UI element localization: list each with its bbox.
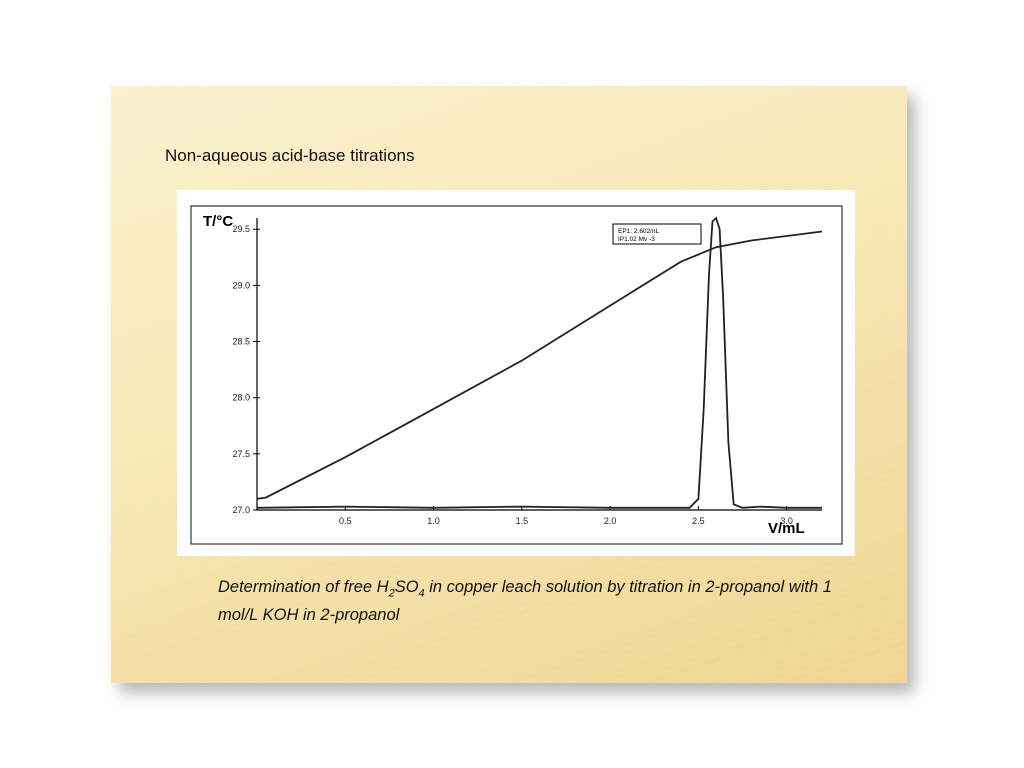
x-tick-label: 0.5	[339, 516, 352, 526]
x-axis-label: V/mL	[768, 520, 805, 537]
endpoint-annotation-line-1: EP1: 2.602mL	[618, 228, 660, 235]
caption-subscript-2: 4	[418, 587, 425, 600]
derivative-peak-curve	[256, 216, 822, 509]
x-tick-label: 1.5	[516, 516, 529, 526]
chart-caption: Determination of free H2SO4 in copper le…	[218, 576, 838, 626]
slide-title: Non-aqueous acid-base titrations	[165, 146, 415, 165]
x-tick-label: 3.0	[780, 516, 793, 526]
y-tick-label: 29.5	[232, 224, 250, 234]
titration-chart: T/°C V/mL 0.5 1.0 1.5 2.0 2.5 3.0 27.0 27.5 28.0…	[190, 205, 843, 545]
y-tick-label: 28.0	[232, 393, 250, 403]
y-tick-label: 27.5	[232, 449, 250, 459]
y-tick-label: 28.5	[232, 337, 250, 347]
caption-text-2: SO	[394, 578, 419, 596]
x-tick-label: 1.0	[427, 516, 440, 526]
slide: Non-aqueous acid-base titrations T/°C V/…	[111, 86, 907, 683]
temperature-curve	[256, 230, 823, 500]
x-tick-label: 2.0	[604, 516, 617, 526]
chart-frame	[190, 205, 843, 545]
titration-chart-panel: T/°C V/mL 0.5 1.0 1.5 2.0 2.5 3.0 27.0 27.5 28.0…	[177, 190, 855, 556]
y-axis-label: T/°C	[203, 213, 233, 230]
x-tick-label: 2.5	[692, 516, 705, 526]
caption-text-3: in copper leach solution by titration in…	[218, 578, 832, 625]
y-tick-label: 29.0	[232, 280, 250, 290]
caption-text-1: Determination of free H	[218, 578, 389, 596]
endpoint-annotation-line-2: IP1.02 Mv -3	[618, 236, 655, 243]
caption-subscript-1: 2	[388, 587, 395, 600]
endpoint-annotation-box: EP1: 2.602mL IP1.02 Mv -3	[612, 223, 702, 245]
y-tick-label: 27.0	[232, 505, 250, 515]
